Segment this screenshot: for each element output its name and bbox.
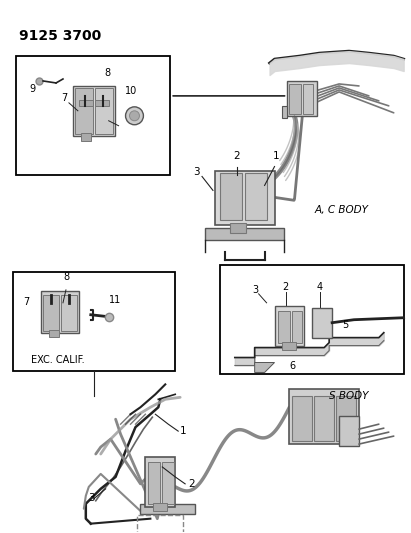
Bar <box>145 457 175 507</box>
Bar <box>205 228 284 240</box>
Ellipse shape <box>125 107 143 125</box>
Bar <box>282 342 296 350</box>
Bar <box>220 173 242 220</box>
Text: 9: 9 <box>29 84 35 94</box>
Text: EXC. CALIF.: EXC. CALIF. <box>31 356 85 366</box>
Bar <box>153 503 167 511</box>
Bar <box>282 106 287 118</box>
Ellipse shape <box>129 111 139 121</box>
Bar <box>95 88 113 134</box>
Text: 3: 3 <box>88 493 95 503</box>
Bar <box>303 84 313 114</box>
Bar <box>43 295 59 330</box>
Bar <box>16 56 170 175</box>
Polygon shape <box>255 362 275 373</box>
Bar <box>339 416 359 446</box>
Text: 8: 8 <box>63 272 69 282</box>
Bar <box>275 306 304 345</box>
Bar <box>148 462 160 504</box>
Bar <box>230 223 246 233</box>
Text: 10: 10 <box>125 86 137 96</box>
Text: 6: 6 <box>289 361 296 372</box>
Bar <box>314 397 334 441</box>
Bar <box>289 389 359 444</box>
Bar <box>220 265 404 375</box>
Bar <box>287 81 317 116</box>
Bar <box>73 86 115 136</box>
Bar <box>336 397 356 441</box>
Text: 2: 2 <box>188 479 195 489</box>
Bar <box>79 100 93 106</box>
Bar <box>13 272 175 372</box>
Text: 9125 3700: 9125 3700 <box>19 29 102 43</box>
Bar <box>289 84 301 114</box>
Bar <box>41 291 79 333</box>
Bar <box>61 295 77 330</box>
Bar <box>141 504 195 514</box>
Text: S BODY: S BODY <box>329 391 369 401</box>
Text: 1: 1 <box>272 150 279 160</box>
Text: 1: 1 <box>180 426 187 436</box>
Text: 5: 5 <box>342 320 348 330</box>
Bar <box>245 173 267 220</box>
Text: 3: 3 <box>253 285 259 295</box>
Text: A, C BODY: A, C BODY <box>314 205 368 215</box>
Bar <box>277 311 291 343</box>
Text: 3: 3 <box>193 167 200 177</box>
Text: 7: 7 <box>61 93 67 103</box>
Text: 8: 8 <box>105 68 111 78</box>
Bar <box>81 133 91 141</box>
Text: 4: 4 <box>316 282 322 292</box>
Bar <box>137 515 183 533</box>
Bar <box>162 462 174 504</box>
Text: 2: 2 <box>233 150 240 160</box>
Bar <box>49 330 59 337</box>
Bar <box>292 311 302 343</box>
Bar <box>292 397 312 441</box>
Bar <box>215 171 275 225</box>
Text: 11: 11 <box>109 295 121 305</box>
Bar <box>75 88 93 134</box>
Bar <box>95 100 109 106</box>
Text: 2: 2 <box>282 282 289 292</box>
Text: 7: 7 <box>23 297 30 307</box>
Bar <box>312 308 332 337</box>
